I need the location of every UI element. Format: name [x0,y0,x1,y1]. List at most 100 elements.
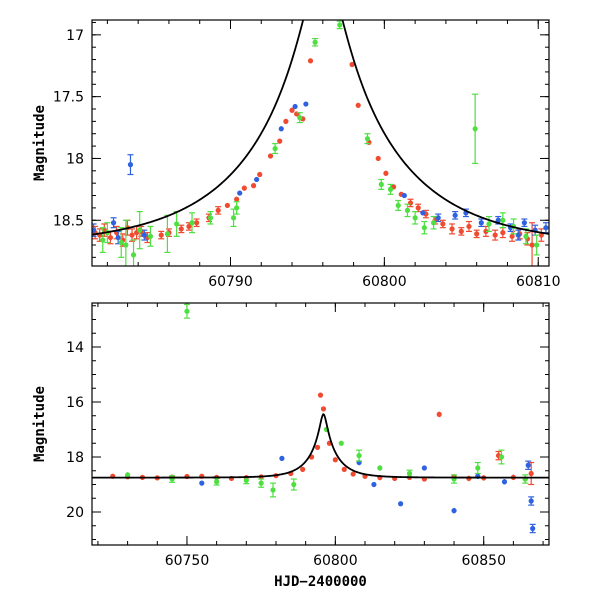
data-point [338,440,344,446]
data-point [356,453,362,459]
data-point [500,230,506,236]
x-tick-label: 60810 [516,274,561,290]
model-curve [92,412,549,479]
data-point [458,228,464,234]
data-point [207,215,214,221]
data-point [277,138,283,144]
data-point [100,237,106,243]
data-point [523,233,529,239]
data-point [234,205,240,211]
data-point [291,481,297,488]
data-point [297,115,303,121]
data-point [430,220,437,226]
data-point [492,232,498,238]
data-point [332,457,338,463]
data-point [337,22,343,28]
data-point [375,155,381,162]
data-point [355,102,361,108]
bottom-panel: 14 16 18 20 60750 60800 60850 Magnitude HJD−2400… [32,302,550,590]
data-point [214,479,220,485]
data-point [420,210,426,216]
model-curve [92,20,549,236]
data-point [543,225,549,231]
data-point [107,234,114,241]
data-point [127,162,134,168]
y-tick-label: 17 [66,28,84,44]
data-point [401,192,407,199]
data-point [312,39,318,45]
data-point [317,392,324,398]
top-panel: 17 17.5 18 18.5 60790 60800 60810 Magnitude [32,19,561,290]
data-point [483,228,489,234]
x-tick-label: 60750 [165,553,210,569]
data-point [478,220,484,226]
data-point [230,215,237,221]
data-point [254,176,260,183]
data-point [509,233,515,239]
data-point [164,231,170,237]
data-point [115,234,121,241]
data-point [289,107,295,113]
data-point [528,470,534,477]
data-point [267,153,274,159]
y-tick-label: 18 [66,450,84,466]
data-point [237,190,243,196]
data-point [158,232,164,238]
data-point [529,242,535,248]
data-point [500,217,506,223]
x-tick-label: 60790 [208,274,253,290]
plot-frame [91,302,550,546]
data-point [377,465,383,471]
data-point [349,61,355,68]
x-tick-label: 60800 [362,274,407,290]
data-point [184,308,190,314]
data-point [137,227,143,233]
data-point [199,480,205,486]
y-tick-label: 16 [66,395,84,411]
data-point [412,215,418,221]
data-point [404,207,411,213]
data-point [364,136,371,142]
data-point [472,126,478,132]
data-point [300,466,306,472]
data-point [495,217,501,223]
data-point [528,498,534,504]
data-point [278,126,284,132]
data-point [474,231,480,237]
data-points [110,303,536,534]
data-point [395,202,401,209]
data-point [258,480,264,486]
y-tick-label: 17.5 [53,90,84,106]
data-point [530,525,536,532]
data-point [215,207,221,213]
data-point [125,472,131,478]
data-point [371,481,377,488]
data-point [194,220,200,226]
data-point [186,223,192,230]
data-point [350,471,356,477]
data-point [307,58,314,64]
data-point [341,466,347,472]
data-point [383,170,389,176]
data-point [387,186,394,192]
y-axis-label: Magnitude [32,105,48,181]
data-point [440,221,446,227]
y-axis-label: Magnitude [32,386,48,462]
data-point [303,101,309,107]
data-point [234,196,240,202]
data-point [174,221,180,227]
data-point [272,145,278,152]
data-point [257,171,263,178]
data-point [110,220,117,226]
data-point [147,233,154,239]
data-point [314,444,321,450]
data-point [378,181,384,188]
data-point [435,215,441,221]
data-point [498,454,505,460]
data-point [283,118,289,124]
data-point [406,470,413,477]
data-point [521,220,527,226]
data-point [320,406,327,412]
data-point [189,220,195,226]
data-point [270,487,276,493]
